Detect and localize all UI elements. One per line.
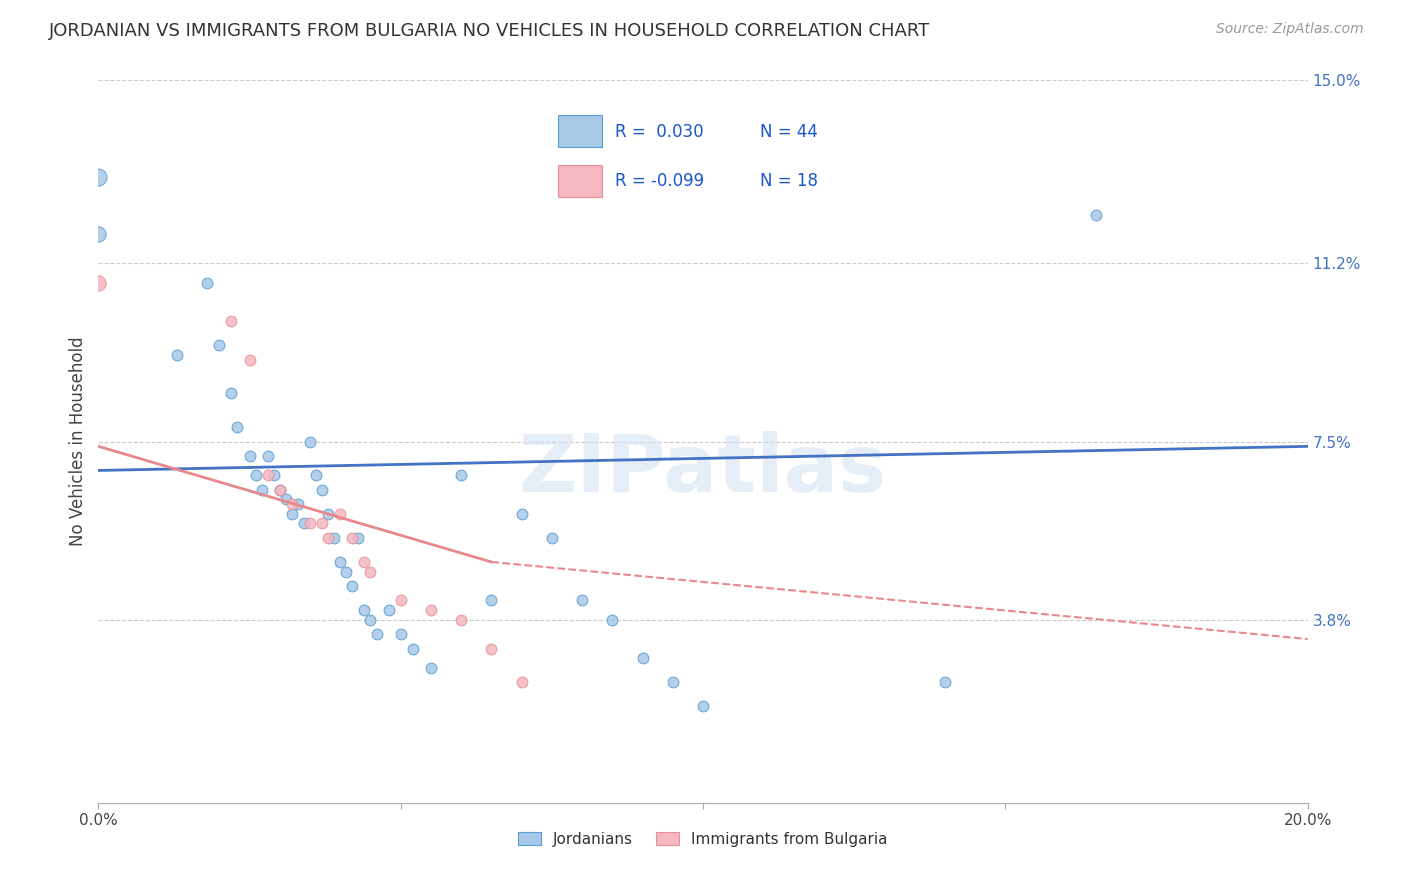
Point [87, 169, 110, 184]
Point [250, 483, 273, 497]
Point [366, 627, 388, 641]
Point [342, 579, 364, 593]
Point [87, 227, 110, 242]
Point [269, 483, 291, 497]
Point [389, 593, 412, 607]
Point [360, 613, 382, 627]
Point [195, 276, 218, 290]
Point [402, 641, 425, 656]
Point [299, 516, 322, 531]
Point [450, 613, 472, 627]
Point [420, 661, 443, 675]
Point [305, 468, 328, 483]
Point [389, 627, 412, 641]
Point [256, 468, 278, 483]
Text: JORDANIAN VS IMMIGRANTS FROM BULGARIA NO VEHICLES IN HOUSEHOLD CORRELATION CHART: JORDANIAN VS IMMIGRANTS FROM BULGARIA NO… [49, 22, 931, 40]
Point [1085, 208, 1108, 222]
Point [481, 641, 503, 656]
Point [287, 497, 309, 511]
Point [274, 492, 297, 507]
Point [245, 468, 267, 483]
Point [934, 675, 956, 690]
Point [208, 338, 231, 352]
Point [269, 483, 291, 497]
Point [353, 555, 375, 569]
Point [281, 507, 304, 521]
Point [226, 420, 249, 434]
Point [540, 531, 562, 545]
Point [292, 516, 315, 531]
Point [239, 352, 262, 367]
Point [256, 449, 278, 463]
Point [602, 613, 624, 627]
Point [299, 434, 322, 449]
Point [221, 314, 243, 328]
Point [450, 468, 472, 483]
Point [316, 531, 339, 545]
Point [87, 276, 110, 290]
Point [661, 675, 683, 690]
Point [692, 699, 714, 714]
Point [353, 603, 375, 617]
Point [631, 651, 654, 665]
Point [571, 593, 593, 607]
Point [281, 497, 304, 511]
Point [420, 603, 443, 617]
Point [239, 449, 262, 463]
Point [263, 468, 285, 483]
Legend: Jordanians, Immigrants from Bulgaria: Jordanians, Immigrants from Bulgaria [512, 826, 894, 853]
Text: Source: ZipAtlas.com: Source: ZipAtlas.com [1216, 22, 1364, 37]
Point [329, 507, 352, 521]
Point [510, 507, 533, 521]
Point [347, 531, 370, 545]
Point [481, 593, 503, 607]
Point [377, 603, 399, 617]
Point [329, 555, 352, 569]
Point [342, 531, 364, 545]
Point [323, 531, 346, 545]
Point [335, 565, 357, 579]
Point [221, 386, 243, 401]
Y-axis label: No Vehicles in Household: No Vehicles in Household [69, 336, 87, 547]
Point [166, 348, 188, 362]
Point [311, 516, 333, 531]
Point [510, 675, 533, 690]
Point [316, 507, 339, 521]
Point [311, 483, 333, 497]
Text: ZIPatlas: ZIPatlas [519, 432, 887, 509]
Point [360, 565, 382, 579]
